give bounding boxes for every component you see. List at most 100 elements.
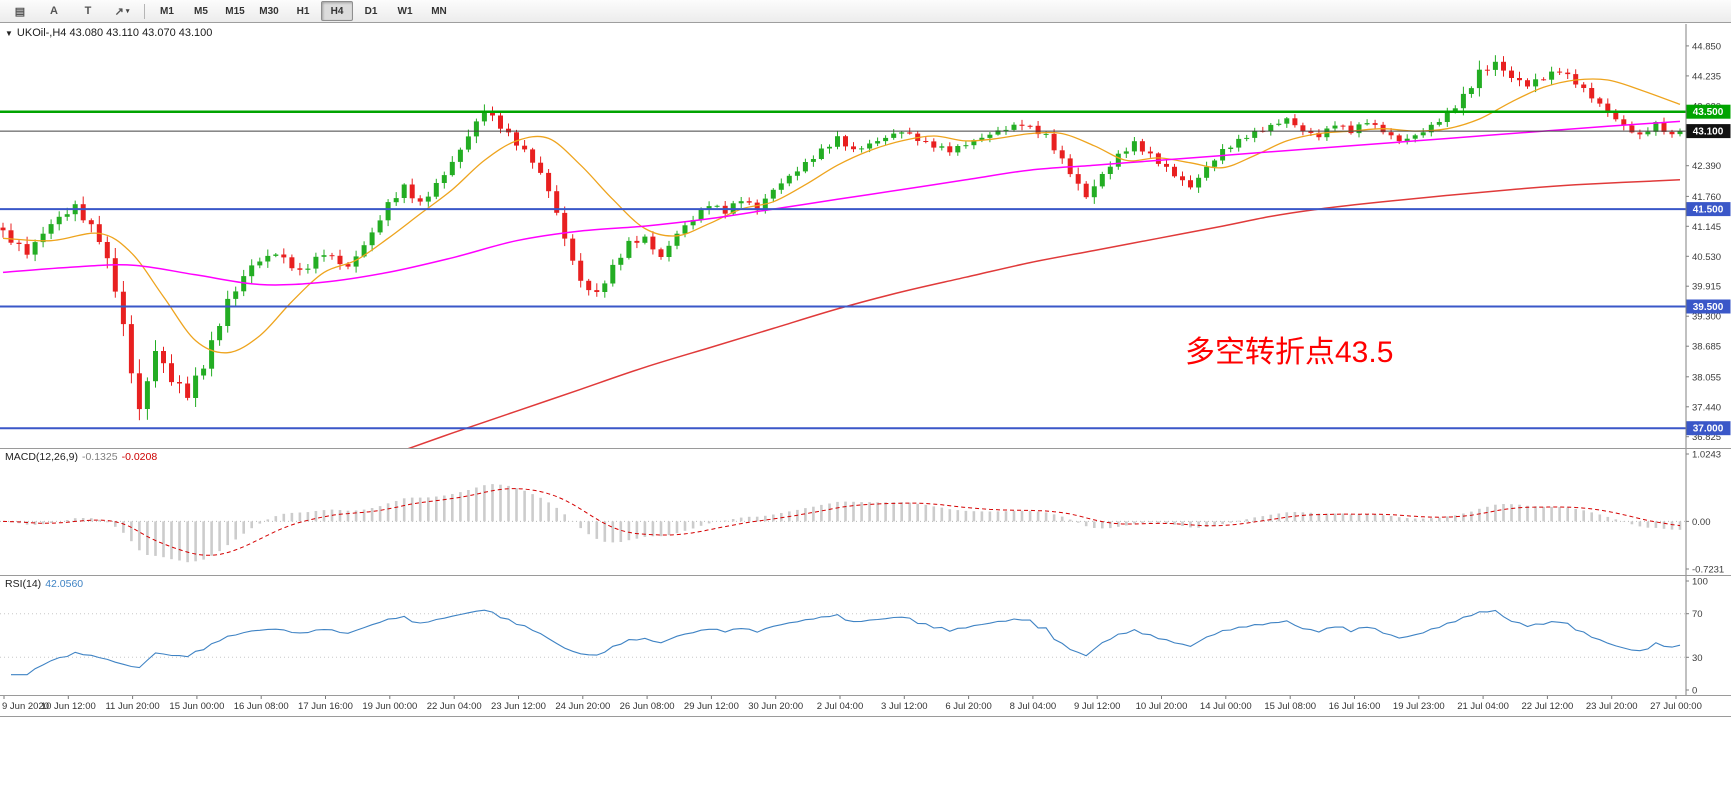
time-axis-label: 16 Jun 08:00 <box>234 701 289 712</box>
symbol-info: ▼ UKOil-,H4 43.080 43.110 43.070 43.100 <box>5 27 212 39</box>
panel-separator[interactable] <box>0 575 1731 576</box>
time-axis-label: 17 Jun 16:00 <box>298 701 353 712</box>
arrow-tools-dropdown[interactable]: ↗ ▾ <box>114 5 130 18</box>
price-chart-panel: 44.85044.23543.62042.39041.76041.14540.5… <box>0 24 1731 448</box>
time-axis-label: 10 Jun 12:00 <box>41 701 96 712</box>
rsi-title: RSI(14) <box>5 578 42 590</box>
timeframe-mn-button[interactable]: MN <box>431 5 447 17</box>
macd-axis-label: 0.00 <box>1692 517 1711 528</box>
toolbar-separator <box>144 3 145 19</box>
ma-slow-line <box>407 179 1681 448</box>
timeframe-d1-button[interactable]: D1 <box>364 5 378 17</box>
symbol-menu-icon[interactable]: ▼ <box>5 28 13 38</box>
panel-separator <box>0 716 1731 717</box>
rsi-axis-label: 30 <box>1692 653 1703 664</box>
timeframe-m30-button[interactable]: M30 <box>259 5 279 17</box>
macd-main-value: -0.1325 <box>81 451 118 463</box>
panel-separator[interactable] <box>0 448 1731 449</box>
macd-title: MACD(12,26,9) <box>5 451 78 463</box>
time-axis-label: 29 Jun 12:00 <box>684 701 739 712</box>
rsi-axis-label: 70 <box>1692 609 1703 620</box>
price-axis-label: 39.915 <box>1692 282 1721 293</box>
macd-signal-value: -0.0208 <box>121 451 158 463</box>
rsi-axis-label: 100 <box>1692 577 1708 588</box>
rsi-panel: 100 70 30 0 RSI(14) 42.0560 <box>0 576 1731 695</box>
rsi-value: 42.0560 <box>45 578 84 590</box>
time-axis-label: 15 Jul 08:00 <box>1264 701 1316 712</box>
time-axis-label: 22 Jun 04:00 <box>427 701 482 712</box>
timeframe-m1-button[interactable]: M1 <box>160 5 174 17</box>
chart-templates-button[interactable]: ▤ <box>14 5 26 18</box>
time-axis-label: 6 Jul 20:00 <box>945 701 991 712</box>
timeframe-m5-button[interactable]: M5 <box>194 5 208 17</box>
rsi-axis-label: 0 <box>1692 686 1697 696</box>
time-axis-label: 10 Jul 20:00 <box>1136 701 1188 712</box>
rsi-line <box>11 609 1681 676</box>
price-tag-39.500-text: 39.500 <box>1693 302 1724 313</box>
time-axis-label: 11 Jun 20:00 <box>105 701 159 712</box>
panel-separator[interactable] <box>0 695 1731 696</box>
macd-label: MACD(12,26,9) -0.1325 -0.0208 <box>5 451 157 463</box>
macd-panel: 1.0243 0.00 -0.7231 MACD(12,26,9) -0.1325 -0… <box>0 449 1731 575</box>
ma-fast-line <box>2 78 1681 354</box>
price-axis-label: 41.760 <box>1692 192 1721 203</box>
macd-axis-label: -0.7231 <box>1692 565 1724 576</box>
timeframe-m15-button[interactable]: M15 <box>225 5 245 17</box>
bid-price-tag <box>1686 124 1731 139</box>
time-axis-label: 9 Jul 12:00 <box>1074 701 1120 712</box>
time-axis-label: 19 Jun 00:00 <box>362 701 417 712</box>
price-tag-41.500-text: 41.500 <box>1693 205 1724 216</box>
price-axis-label: 38.055 <box>1692 372 1721 383</box>
time-axis-label: 24 Jun 20:00 <box>555 701 610 712</box>
time-axis-label: 8 Jul 04:00 <box>1010 701 1056 712</box>
time-axis-label: 14 Jul 00:00 <box>1200 701 1252 712</box>
price-chart-canvas[interactable]: 44.85044.23543.62042.39041.76041.14540.5… <box>0 24 1731 448</box>
price-axis-label: 41.145 <box>1692 222 1721 233</box>
toolbar: ▤ A T ↗ ▾ M1 M5 M15 M30 H1 H4 D1 W1 MN <box>0 0 1731 23</box>
time-axis-label: 15 Jun 00:00 <box>169 701 224 712</box>
time-axis-label: 23 Jul 20:00 <box>1586 701 1638 712</box>
timeframe-toolbar: M1 M5 M15 M30 H1 H4 D1 W1 MN <box>150 1 456 21</box>
time-axis-label: 26 Jun 08:00 <box>620 701 675 712</box>
price-axis-label: 42.390 <box>1692 161 1721 172</box>
time-axis-label: 27 Jul 00:00 <box>1650 701 1702 712</box>
price-tag-39.500 <box>1686 299 1731 314</box>
price-tag-37.000 <box>1686 421 1731 436</box>
price-tag-43.500-text: 43.500 <box>1693 107 1724 118</box>
timeframe-w1-button[interactable]: W1 <box>397 5 413 17</box>
dropdown-caret-icon: ▾ <box>125 8 130 15</box>
price-tag-41.500 <box>1686 202 1731 217</box>
macd-axis-label: 1.0243 <box>1692 450 1721 461</box>
macd-canvas[interactable]: 1.0243 0.00 -0.7231 <box>0 449 1731 575</box>
price-axis-label: 44.850 <box>1692 41 1721 52</box>
time-axis-label: 23 Jun 12:00 <box>491 701 546 712</box>
price-tag-43.500 <box>1686 104 1731 119</box>
drawing-toolbar: ▤ A T ↗ ▾ <box>3 1 139 21</box>
time-axis-label: 9 Jun 2020 <box>2 701 49 712</box>
time-axis-label: 21 Jul 04:00 <box>1457 701 1509 712</box>
price-axis-label: 37.440 <box>1692 402 1721 413</box>
time-axis[interactable]: 9 Jun 2020 10 Jun 12:00 11 Jun 20:00 15 Jun… <box>0 696 1731 716</box>
time-axis-label: 2 Jul 04:00 <box>817 701 863 712</box>
rsi-label: RSI(14) 42.0560 <box>5 578 83 590</box>
time-axis-label: 19 Jul 23:00 <box>1393 701 1445 712</box>
text-label-tool-button[interactable]: A <box>50 5 58 17</box>
time-axis-label: 16 Jul 16:00 <box>1329 701 1381 712</box>
time-axis-label: 30 Jun 20:00 <box>748 701 803 712</box>
macd-signal-line <box>2 488 1681 556</box>
drawing-tools-button[interactable]: T <box>84 5 92 17</box>
price-axis-label: 44.235 <box>1692 71 1721 82</box>
time-axis-label: 3 Jul 12:00 <box>881 701 927 712</box>
price-axis-label: 40.530 <box>1692 252 1721 263</box>
price-axis-label: 38.685 <box>1692 342 1721 353</box>
timeframe-h4-button[interactable]: H4 <box>321 1 353 21</box>
price-axis-label: 39.300 <box>1692 312 1721 323</box>
rsi-canvas[interactable]: 100 70 30 0 <box>0 576 1731 695</box>
bid-price-tag-text: 43.100 <box>1693 127 1724 138</box>
price-axis-label: 36.825 <box>1692 432 1721 443</box>
timeframe-h1-button[interactable]: H1 <box>296 5 310 17</box>
annotation-text: 多空转折点43.5 <box>1185 336 1394 369</box>
time-axis-label: 22 Jul 12:00 <box>1522 701 1574 712</box>
price-tag-37.000-text: 37.000 <box>1693 424 1724 435</box>
